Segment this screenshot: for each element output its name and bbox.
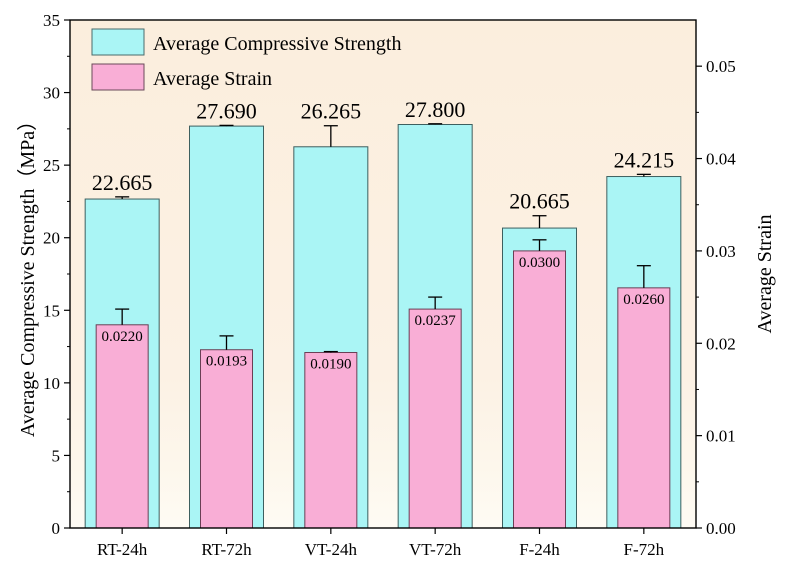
y-axis-title-right: Average Strain [754, 214, 776, 333]
plot-background [70, 20, 696, 528]
legend: Average Compressive Strength Average Str… [91, 28, 401, 91]
data-label-strength: 26.265 [301, 99, 362, 124]
y-axis-title-left: Average Compressive Strength（MPa） [16, 111, 39, 437]
error-bar-strength [532, 215, 547, 229]
y-tick-label-left: 10 [43, 374, 60, 393]
bar-strain [95, 324, 149, 529]
x-tick-label: RT-24h [97, 540, 148, 559]
y-tick-label-right: 0.01 [706, 427, 736, 446]
legend-swatch-strength [91, 28, 145, 56]
y-tick-label-right: 0.04 [706, 150, 736, 169]
y-tick-label-left: 30 [43, 84, 60, 103]
data-label-strain: 0.0237 [415, 313, 457, 329]
bar-strain [200, 349, 253, 529]
bar-strain [408, 308, 462, 529]
data-label-strength: 27.690 [196, 98, 257, 123]
bar-strain [617, 287, 671, 529]
error-bar-strain [219, 335, 234, 350]
data-label-strain: 0.0190 [310, 357, 351, 373]
y-tick-label-left: 15 [43, 301, 60, 320]
data-label-strain: 0.0193 [206, 354, 247, 370]
y-tick-label-left: 25 [43, 156, 60, 175]
x-tick-label: F-72h [624, 540, 665, 559]
y-tick-label-right: 0.03 [706, 242, 736, 261]
x-tick-label: RT-72h [201, 540, 252, 559]
x-tick-label: F-24h [519, 540, 560, 559]
error-bar-strength [323, 125, 338, 147]
bar-strain [304, 352, 358, 529]
error-bar-strength [219, 124, 234, 127]
y-tick-label-right: 0.02 [706, 334, 736, 353]
legend-label-strength: Average Compressive Strength [153, 33, 401, 55]
y-tick-label-right: 0.00 [706, 519, 736, 538]
bar-strain [513, 250, 566, 529]
y-tick-label-left: 0 [52, 519, 61, 538]
y-tick-label-left: 35 [43, 11, 60, 30]
x-tick-label: VT-72h [409, 540, 462, 559]
error-bar-strength [428, 123, 443, 125]
legend-swatch-strain [91, 63, 145, 91]
data-label-strain: 0.0300 [519, 255, 560, 271]
data-label-strength: 20.665 [509, 189, 570, 214]
data-label-strain: 0.0220 [102, 329, 143, 345]
error-bar-strain [428, 296, 443, 310]
y-tick-label-left: 5 [52, 446, 61, 465]
error-bar-strength [636, 173, 651, 177]
data-label-strength: 24.215 [614, 147, 675, 172]
y-tick-label-right: 0.05 [706, 57, 736, 76]
y-tick-label-left: 20 [43, 229, 60, 248]
x-tick-label: VT-24h [305, 540, 358, 559]
data-label-strain: 0.0260 [623, 292, 664, 308]
data-label-strength: 22.665 [92, 170, 153, 195]
error-bar-strain [323, 350, 338, 353]
error-bar-strain [636, 265, 651, 288]
error-bar-strength [115, 196, 130, 200]
error-bar-strain [532, 239, 547, 251]
legend-label-strain: Average Strain [153, 68, 272, 90]
error-bar-strain [115, 308, 130, 325]
data-label-strength: 27.800 [405, 97, 466, 122]
